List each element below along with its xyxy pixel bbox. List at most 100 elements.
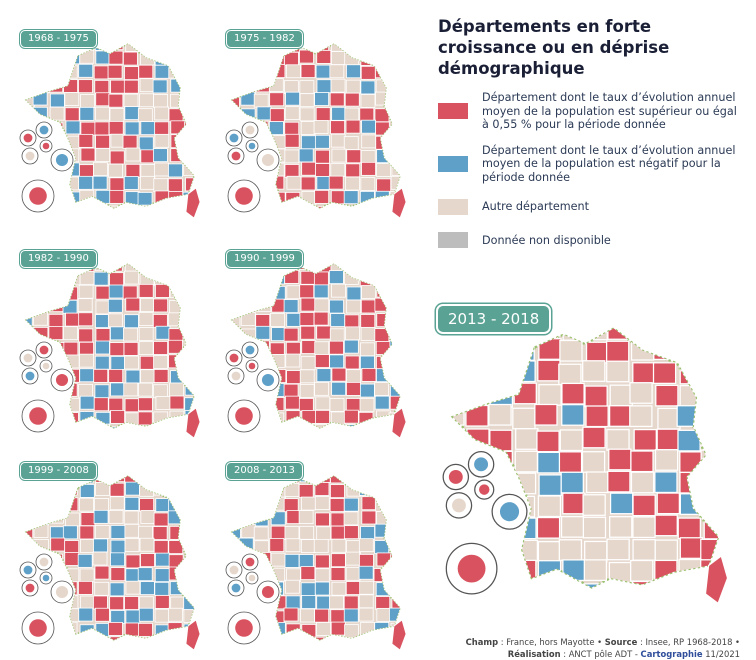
department-cell	[388, 120, 400, 135]
department-cell	[405, 258, 419, 271]
department-cell	[184, 341, 194, 356]
department-cell	[390, 313, 400, 327]
department-cell	[406, 177, 420, 190]
department-cell	[26, 314, 33, 328]
department-cell	[391, 354, 400, 369]
department-cell	[361, 134, 377, 149]
department-cell	[285, 341, 301, 356]
department-cell	[170, 134, 186, 149]
department-cell	[404, 66, 418, 79]
department-cell	[330, 567, 346, 581]
department-cell	[93, 205, 109, 208]
corsica	[704, 554, 729, 605]
department-cell	[655, 582, 679, 588]
department-cell	[534, 403, 558, 426]
department-cell	[269, 610, 285, 625]
department-cell	[360, 177, 376, 191]
department-cell	[139, 78, 155, 93]
department-cell	[376, 356, 391, 370]
department-cell	[108, 93, 124, 108]
department-cell	[406, 567, 420, 580]
department-cell	[33, 66, 48, 80]
department-cell	[704, 328, 719, 340]
overseas-territory	[25, 151, 35, 161]
department-cell	[298, 554, 314, 568]
department-cell	[344, 476, 360, 483]
department-cell	[285, 192, 301, 206]
department-cell	[584, 328, 608, 341]
department-cell	[232, 78, 241, 93]
period-badge: 2008 - 2013	[226, 462, 303, 480]
department-cell	[198, 539, 212, 552]
department-cell	[199, 609, 213, 622]
overseas-territory	[474, 457, 489, 472]
department-cell	[154, 133, 170, 148]
department-cell	[344, 107, 360, 122]
department-cell	[254, 285, 270, 299]
department-cell	[110, 567, 126, 582]
department-cell	[65, 120, 81, 135]
department-cell	[301, 161, 317, 176]
map-2013-2018: 2013 - 2018	[428, 296, 744, 616]
department-cell	[360, 355, 375, 370]
department-cell	[298, 206, 314, 208]
department-cell	[329, 205, 344, 208]
department-cell	[389, 607, 400, 622]
department-cell	[585, 405, 609, 428]
department-cell	[585, 471, 610, 494]
department-cell	[253, 526, 269, 541]
department-cell	[107, 264, 123, 272]
department-cell	[183, 566, 194, 581]
department-cell	[34, 50, 50, 65]
department-cell	[727, 583, 744, 604]
department-cell	[330, 190, 346, 205]
department-cell	[360, 299, 376, 314]
department-cell	[125, 580, 141, 595]
department-cell	[406, 426, 420, 439]
department-cell	[654, 449, 679, 471]
department-cell	[390, 286, 400, 301]
department-cell	[80, 94, 95, 108]
department-cell	[95, 264, 110, 272]
overseas-territory	[39, 125, 49, 135]
department-cell	[345, 44, 361, 51]
department-cell	[562, 559, 586, 582]
department-cell	[270, 483, 286, 498]
legend-swatch-decline	[438, 155, 468, 172]
legend-item-decline: Département dont le taux d’évolution ann…	[438, 144, 738, 185]
department-cell	[390, 368, 400, 383]
department-cell	[360, 326, 376, 341]
department-cell	[270, 622, 286, 636]
department-cell	[80, 539, 95, 553]
department-cell	[728, 537, 744, 558]
department-cell	[452, 515, 464, 538]
department-cell	[200, 412, 214, 425]
department-cell	[300, 566, 316, 580]
department-cell	[122, 51, 138, 66]
department-cell	[375, 79, 391, 94]
department-cell	[286, 175, 302, 190]
department-cell	[109, 596, 125, 611]
department-cell	[284, 133, 300, 148]
department-cell	[184, 510, 194, 525]
department-cell	[140, 175, 155, 190]
legend-item-other: Autre département	[438, 198, 738, 215]
department-cell	[558, 451, 583, 474]
department-cell	[93, 397, 109, 412]
department-cell	[169, 395, 185, 410]
department-cell	[361, 424, 377, 428]
department-cell	[729, 319, 744, 340]
department-cell	[79, 637, 95, 640]
department-cell	[329, 64, 345, 79]
source-source: : Insee, RP 1968-2018 •	[637, 637, 740, 647]
department-cell	[124, 398, 140, 413]
department-cell	[331, 581, 347, 596]
department-cell	[300, 582, 316, 597]
department-cell	[633, 428, 657, 451]
department-cell	[200, 554, 214, 567]
department-cell	[138, 596, 154, 611]
department-cell	[331, 367, 347, 382]
department-cell	[270, 270, 286, 285]
department-cell	[200, 638, 214, 651]
department-cell	[343, 409, 359, 424]
